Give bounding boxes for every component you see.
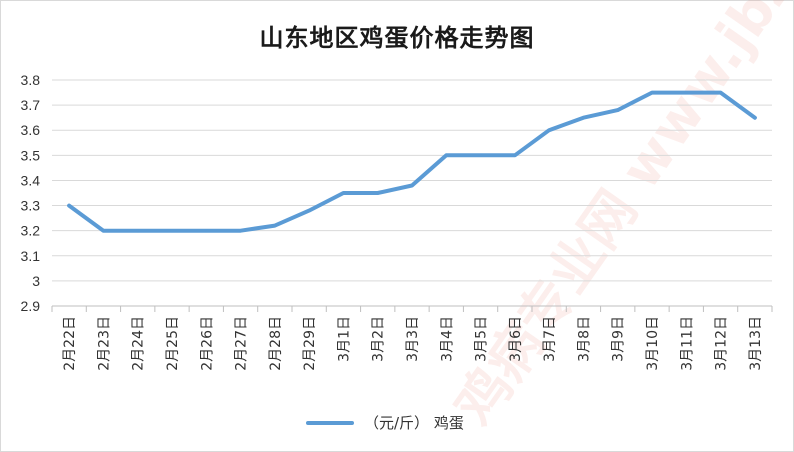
data-point bbox=[650, 91, 654, 95]
data-point bbox=[444, 153, 448, 157]
x-tick-label: 2月24日 bbox=[131, 316, 147, 371]
legend: （元/斤） 鸡蛋 bbox=[306, 412, 464, 433]
x-tick-label: 3月1日 bbox=[336, 316, 352, 362]
gridlines bbox=[52, 79, 772, 307]
data-point bbox=[616, 108, 620, 112]
y-tick-label: 3.1 bbox=[21, 248, 41, 264]
x-tick-label: 3月4日 bbox=[439, 316, 455, 362]
x-tick-label: 3月7日 bbox=[542, 316, 558, 362]
y-tick-label: 3.6 bbox=[21, 122, 41, 138]
data-point bbox=[581, 116, 585, 120]
data-point bbox=[307, 209, 311, 213]
data-point bbox=[479, 153, 483, 157]
y-tick-label: 2.9 bbox=[21, 298, 41, 314]
x-tick-label: 3月5日 bbox=[474, 316, 490, 362]
y-tick-label: 3.7 bbox=[21, 97, 41, 113]
data-point bbox=[67, 204, 71, 208]
data-point bbox=[719, 91, 723, 95]
legend-line-swatch bbox=[306, 420, 354, 425]
data-point bbox=[239, 229, 243, 233]
y-tick-label: 3.2 bbox=[21, 223, 41, 239]
series-line bbox=[67, 90, 757, 233]
data-point bbox=[101, 229, 105, 233]
data-point bbox=[376, 191, 380, 195]
x-tick-label: 2月27日 bbox=[234, 316, 250, 371]
legend-label: （元/斤） 鸡蛋 bbox=[364, 414, 464, 432]
data-point bbox=[684, 91, 688, 95]
x-axis-ticks: 2月22日 2月23日 2月24日 2月25日 2月26日 2月27日 2月28日 2月29日… bbox=[62, 316, 764, 371]
data-point bbox=[513, 153, 517, 157]
x-tick-label: 3月6日 bbox=[508, 316, 524, 362]
y-axis-ticks: 2.9 3 3.1 3.2 3.3 3.4 3.5 3.6 3.7 3.8 bbox=[21, 72, 41, 314]
x-tick-label: 3月13日 bbox=[748, 316, 764, 371]
y-tick-label: 3.3 bbox=[21, 198, 41, 214]
data-point bbox=[341, 191, 345, 195]
x-tick-label: 2月26日 bbox=[199, 316, 215, 371]
data-point bbox=[410, 183, 414, 187]
y-tick-label: 3 bbox=[32, 273, 40, 289]
chart-title: 山东地区鸡蛋价格走势图 bbox=[259, 23, 535, 52]
x-tick-label: 2月25日 bbox=[165, 316, 181, 371]
x-tick-label: 2月22日 bbox=[62, 316, 78, 371]
x-tick-label: 2月23日 bbox=[96, 316, 112, 371]
x-tick-label: 2月29日 bbox=[302, 316, 318, 371]
y-tick-label: 3.5 bbox=[21, 147, 41, 163]
data-point bbox=[170, 229, 174, 233]
x-tick-label: 3月10日 bbox=[645, 316, 661, 371]
data-point bbox=[136, 229, 140, 233]
x-tick-label: 2月28日 bbox=[268, 316, 284, 371]
x-tick-label: 3月9日 bbox=[611, 316, 627, 362]
x-tick-label: 3月11日 bbox=[679, 316, 695, 371]
data-point bbox=[273, 224, 277, 228]
x-axis bbox=[51, 306, 773, 312]
y-tick-label: 3.8 bbox=[21, 72, 41, 88]
data-point bbox=[753, 116, 757, 120]
series-layer bbox=[67, 90, 757, 233]
data-point bbox=[547, 128, 551, 132]
x-tick-label: 3月3日 bbox=[405, 316, 421, 362]
y-tick-label: 3.4 bbox=[21, 172, 41, 188]
x-tick-label: 3月12日 bbox=[714, 316, 730, 371]
data-point bbox=[204, 229, 208, 233]
x-tick-label: 3月8日 bbox=[576, 316, 592, 362]
x-tick-label: 3月2日 bbox=[371, 316, 387, 362]
